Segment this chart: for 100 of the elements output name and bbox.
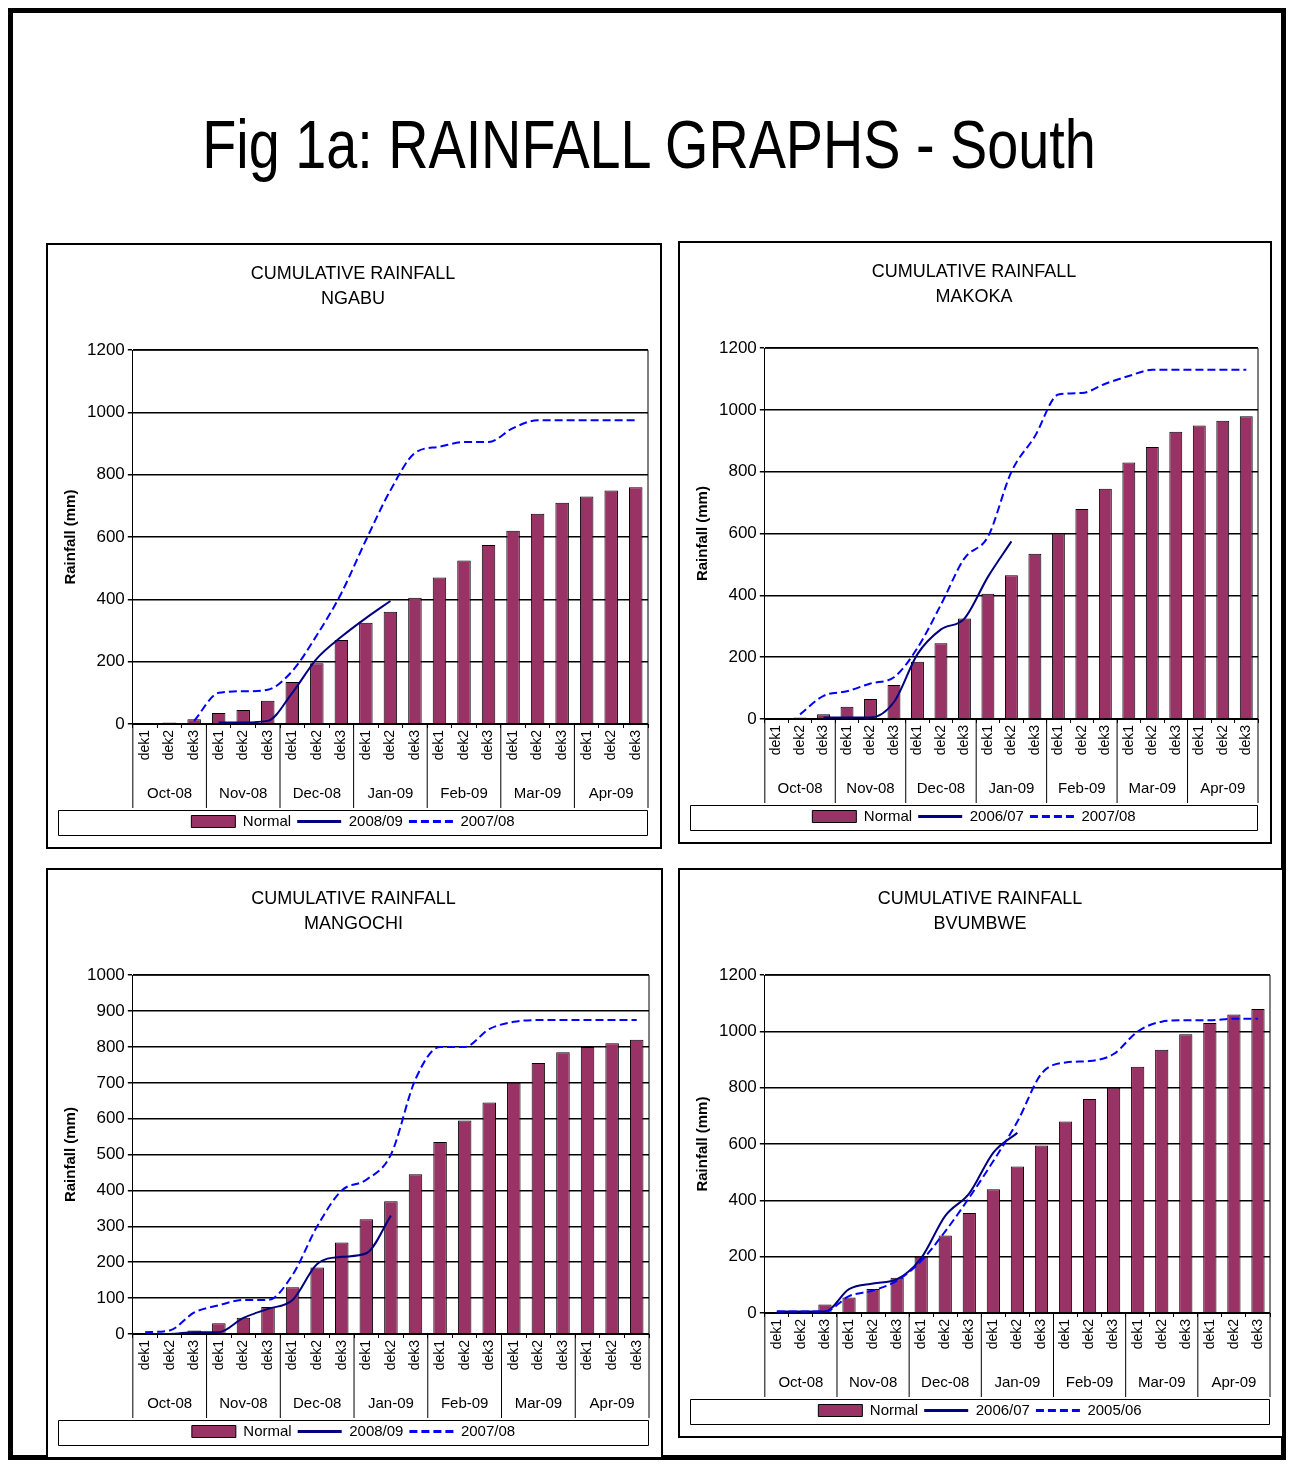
text: Feb-09 — [1065, 1373, 1114, 1391]
x-tick-label: dek1 — [839, 1318, 856, 1350]
y-tick-label: 300 — [96, 1216, 125, 1236]
text: Jan-09 — [367, 1394, 414, 1412]
chart-subtitle: MAKOKA — [935, 286, 1013, 307]
y-axis-title: Rainfall (mm) — [693, 1096, 711, 1192]
x-tick-label: dek2 — [1080, 1318, 1097, 1350]
legend-label: Normal — [242, 811, 292, 829]
y-tick-label: 1000 — [86, 964, 125, 984]
text: Jan-09 — [367, 784, 414, 802]
y-tick-label: 800 — [728, 1077, 757, 1097]
text: Apr-09 — [589, 1394, 635, 1412]
legend-label: Normal — [243, 1421, 292, 1439]
x-tick-label: dek1 — [912, 1318, 929, 1350]
text: Oct-08 — [147, 1394, 193, 1412]
y-tick-label: 600 — [96, 526, 125, 546]
y-tick-label: 200 — [96, 1251, 125, 1271]
line-series — [193, 419, 637, 722]
x-tick-label: dek2 — [1002, 724, 1019, 756]
x-tick-label: dek2 — [602, 1339, 619, 1371]
x-tick-label: dek1 — [1049, 724, 1066, 756]
x-tick-label: dek2 — [863, 1318, 880, 1350]
text: Dec-08 — [916, 779, 966, 797]
chart-title: CUMULATIVE RAINFALL — [250, 262, 456, 283]
x-tick-label: dek2 — [381, 1339, 398, 1371]
x-tick-label: dek2 — [602, 729, 619, 761]
text: Nov-08 — [848, 1373, 898, 1391]
line-series — [799, 368, 1248, 716]
y-tick-label: 600 — [728, 523, 757, 543]
x-tick-label: dek1 — [837, 724, 854, 756]
legend-label: 2007/08 — [460, 811, 515, 829]
x-tick-label: dek3 — [1032, 1318, 1049, 1350]
line-series — [822, 540, 1013, 719]
y-tick-label: 400 — [728, 585, 757, 605]
x-tick-label: dek1 — [283, 729, 300, 761]
y-tick-label: 800 — [728, 461, 757, 481]
x-tick-label: dek3 — [627, 1339, 644, 1371]
text: Nov-08 — [219, 784, 268, 802]
x-tick-label: dek3 — [884, 724, 901, 756]
y-tick-label: 900 — [96, 1000, 125, 1020]
y-tick-label: 0 — [747, 708, 757, 728]
legend-label: 2007/08 — [1081, 806, 1136, 824]
x-tick-label: dek2 — [454, 729, 471, 761]
x-tick-label: dek2 — [861, 724, 878, 756]
chart-title: CUMULATIVE RAINFALL — [251, 887, 456, 908]
x-tick-label: dek1 — [1190, 724, 1207, 756]
legend-label: 2007/08 — [460, 1421, 516, 1439]
text: Oct-08 — [777, 779, 823, 797]
text: Nov-08 — [846, 779, 895, 797]
chart-title: CUMULATIVE RAINFALL — [871, 260, 1077, 281]
x-tick-label: dek2 — [528, 729, 545, 761]
x-tick-label: dek3 — [1096, 724, 1113, 756]
x-tick-label: dek1 — [357, 1339, 374, 1371]
x-tick-label: dek2 — [308, 1339, 325, 1371]
y-tick-label: 400 — [96, 589, 125, 609]
x-tick-label: dek1 — [1128, 1318, 1145, 1350]
y-tick-label: 100 — [96, 1287, 125, 1307]
x-tick-label: dek3 — [626, 729, 643, 761]
text: Oct-08 — [778, 1373, 824, 1391]
x-tick-label: dek3 — [185, 1339, 202, 1371]
line-series — [775, 1017, 1259, 1313]
y-tick-label: 1200 — [718, 337, 757, 357]
text: Mar-09 — [1137, 1373, 1186, 1391]
x-tick-label: dek1 — [283, 1339, 300, 1371]
x-tick-label: dek2 — [936, 1318, 953, 1350]
x-tick-label: dek1 — [767, 1318, 784, 1350]
caption: Fig 1a: RAINFALL GRAPHS - South — [201, 105, 1097, 183]
text: Dec-08 — [921, 1373, 970, 1391]
y-tick-label: 1200 — [86, 339, 125, 359]
x-tick-label: dek2 — [160, 1339, 177, 1371]
x-tick-label: dek2 — [234, 1339, 251, 1371]
y-tick-label: 200 — [728, 1246, 757, 1266]
y-tick-label: 1000 — [718, 1021, 757, 1041]
text: Jan-09 — [994, 1373, 1041, 1391]
x-tick-label: dek2 — [1213, 724, 1230, 756]
y-tick-label: 200 — [728, 646, 757, 666]
x-tick-label: dek3 — [332, 729, 349, 761]
x-tick-label: dek3 — [480, 1339, 497, 1371]
x-tick-label: dek1 — [978, 724, 995, 756]
x-tick-label: dek2 — [234, 729, 251, 761]
y-tick-label: 1000 — [86, 402, 125, 422]
x-tick-label: dek2 — [1008, 1318, 1025, 1350]
y-tick-label: 800 — [96, 1036, 125, 1056]
chart-subtitle: MANGOCHI — [304, 913, 403, 934]
text: Dec-08 — [292, 784, 341, 802]
text: Dec-08 — [292, 1394, 342, 1412]
x-tick-label: dek1 — [504, 1339, 521, 1371]
x-tick-label: dek3 — [553, 1339, 570, 1371]
x-tick-label: dek2 — [931, 724, 948, 756]
y-tick-label: 400 — [728, 1190, 757, 1210]
x-tick-label: dek1 — [135, 1339, 152, 1371]
x-tick-label: dek3 — [1176, 1318, 1193, 1350]
legend-label: 2005/06 — [1087, 1400, 1142, 1418]
legend-label: Normal — [869, 1400, 919, 1418]
x-tick-label: dek2 — [790, 724, 807, 756]
y-tick-label: 600 — [96, 1108, 125, 1128]
y-axis-title: Rainfall (mm) — [693, 486, 711, 582]
y-tick-label: 700 — [96, 1072, 125, 1092]
x-tick-label: dek3 — [887, 1318, 904, 1350]
x-tick-label: dek1 — [209, 1339, 226, 1371]
